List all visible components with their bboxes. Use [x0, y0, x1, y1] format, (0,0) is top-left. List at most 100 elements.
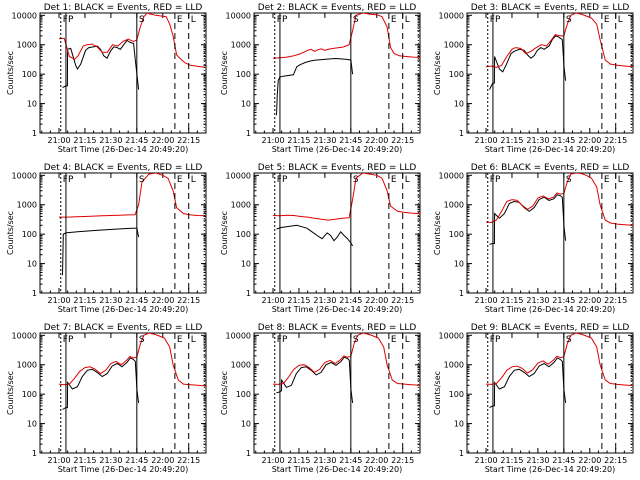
y-tick-label: 100	[236, 70, 251, 79]
series-lld-line	[59, 173, 206, 218]
event-marker-label: F	[63, 335, 68, 345]
y-tick-label: 10000	[12, 11, 37, 20]
y-tick-label: 10	[454, 420, 464, 429]
y-axis-label: Counts/sec	[433, 51, 442, 95]
x-tick-label: 21:15	[287, 296, 310, 305]
event-marker-label: P	[68, 335, 74, 345]
y-tick-label: 100	[22, 390, 37, 399]
x-tick-label: 21:45	[339, 136, 362, 145]
x-tick-label: 21:15	[73, 296, 96, 305]
event-marker-label: E	[604, 335, 610, 345]
x-axis-label: Start Time (26-Dec-14 20:49:20)	[58, 465, 189, 474]
event-marker-label: F	[490, 175, 495, 185]
panel-det-3: Det 3: BLACK = Events, RED = LLD 1 10 100 10…	[433, 3, 634, 154]
x-tick-label: 21:00	[261, 136, 284, 145]
y-tick-label: 10000	[226, 171, 251, 180]
x-axis-label: Start Time (26-Dec-14 20:49:20)	[272, 145, 403, 154]
y-tick-label: 1	[459, 449, 464, 458]
y-tick-label: 1000	[444, 361, 464, 370]
x-tick-label: 21:30	[526, 296, 549, 305]
x-tick-label: 22:15	[604, 456, 627, 465]
y-tick-label: 100	[449, 70, 464, 79]
x-axis-label: Start Time (26-Dec-14 20:49:20)	[58, 145, 189, 154]
y-tick-label: 1	[459, 129, 464, 138]
y-tick-label: 1	[32, 129, 37, 138]
event-marker-label: S	[353, 175, 359, 185]
y-tick-label: 10	[241, 100, 251, 109]
event-marker-label: E	[391, 15, 397, 25]
y-tick-label: 10	[454, 260, 464, 269]
series-lld-line	[58, 333, 206, 387]
y-tick-label: 100	[236, 390, 251, 399]
y-tick-label: 10000	[226, 331, 251, 340]
y-tick-label: 1	[32, 289, 37, 298]
event-marker-label: S	[139, 175, 145, 185]
x-tick-label: 21:30	[313, 296, 336, 305]
x-tick-label: 21:30	[526, 136, 549, 145]
x-tick-label: 21:00	[47, 296, 70, 305]
y-tick-label: 1	[32, 449, 37, 458]
x-tick-label: 21:00	[474, 296, 497, 305]
event-marker-label: S	[139, 15, 145, 25]
x-tick-label: 21:45	[125, 136, 148, 145]
event-marker-label: P	[495, 175, 501, 185]
event-marker-label: L	[618, 15, 623, 25]
event-marker-label: E	[604, 15, 610, 25]
y-axis-label: Counts/sec	[6, 51, 15, 95]
x-tick-label: 22:15	[177, 136, 200, 145]
x-tick-label: 22:15	[177, 296, 200, 305]
series-lld-line	[485, 333, 633, 387]
x-tick-label: 22:15	[391, 136, 414, 145]
x-tick-label: 21:15	[73, 456, 96, 465]
x-tick-label: 21:15	[500, 456, 523, 465]
event-marker-label: E	[604, 175, 610, 185]
series-events-line	[62, 39, 140, 90]
y-tick-label: 100	[449, 230, 464, 239]
event-marker-label: E	[177, 335, 183, 345]
x-tick-label: 21:15	[287, 456, 310, 465]
y-tick-label: 10000	[12, 171, 37, 180]
panel-det-8: Det 8: BLACK = Events, RED = LLD 1 10 100 10…	[220, 323, 421, 474]
y-tick-label: 1	[246, 449, 251, 458]
x-axis-label: Start Time (26-Dec-14 20:49:20)	[272, 305, 403, 314]
panel-det-6: Det 6: BLACK = Events, RED = LLD 1 10 100 10…	[433, 163, 634, 314]
event-marker-label: E	[177, 15, 183, 25]
y-tick-label: 10	[241, 420, 251, 429]
x-tick-label: 21:30	[99, 136, 122, 145]
event-marker-label: F	[277, 175, 282, 185]
panel-title: Det 7: BLACK = Events, RED = LLD	[44, 323, 203, 333]
y-tick-label: 10000	[439, 171, 464, 180]
y-tick-label: 1000	[231, 41, 251, 50]
x-axis-label: Start Time (26-Dec-14 20:49:20)	[485, 305, 616, 314]
event-marker-label: L	[618, 335, 623, 345]
panel-det-7: Det 7: BLACK = Events, RED = LLD 1 10 100 10…	[6, 323, 207, 474]
x-tick-label: 21:45	[125, 296, 148, 305]
panel-title: Det 2: BLACK = Events, RED = LLD	[258, 3, 417, 13]
event-marker-label: S	[353, 15, 359, 25]
plot-frame	[39, 12, 207, 134]
panel-det-1: Det 1: BLACK = Events, RED = LLD 1 10 100 10…	[6, 3, 207, 154]
event-marker-label: P	[68, 15, 74, 25]
panel-title: Det 1: BLACK = Events, RED = LLD	[44, 3, 203, 13]
x-tick-label: 21:00	[261, 456, 284, 465]
x-tick-label: 21:00	[474, 136, 497, 145]
x-tick-label: 22:00	[151, 296, 174, 305]
x-tick-label: 21:15	[500, 136, 523, 145]
x-tick-label: 22:00	[365, 456, 388, 465]
plot-frame	[466, 172, 634, 294]
series-events-line	[489, 194, 567, 245]
y-axis-label: Counts/sec	[220, 371, 229, 415]
x-tick-label: 22:00	[365, 136, 388, 145]
y-tick-label: 1000	[444, 41, 464, 50]
y-axis-label: Counts/sec	[6, 211, 15, 255]
y-tick-label: 10	[27, 420, 37, 429]
x-tick-label: 22:00	[151, 456, 174, 465]
y-tick-label: 10000	[12, 331, 37, 340]
y-tick-label: 10	[454, 100, 464, 109]
plot-frame	[39, 332, 207, 454]
panel-title: Det 9: BLACK = Events, RED = LLD	[471, 323, 630, 333]
y-tick-label: 100	[22, 70, 37, 79]
event-marker-label: P	[282, 15, 288, 25]
y-tick-label: 10000	[439, 11, 464, 20]
